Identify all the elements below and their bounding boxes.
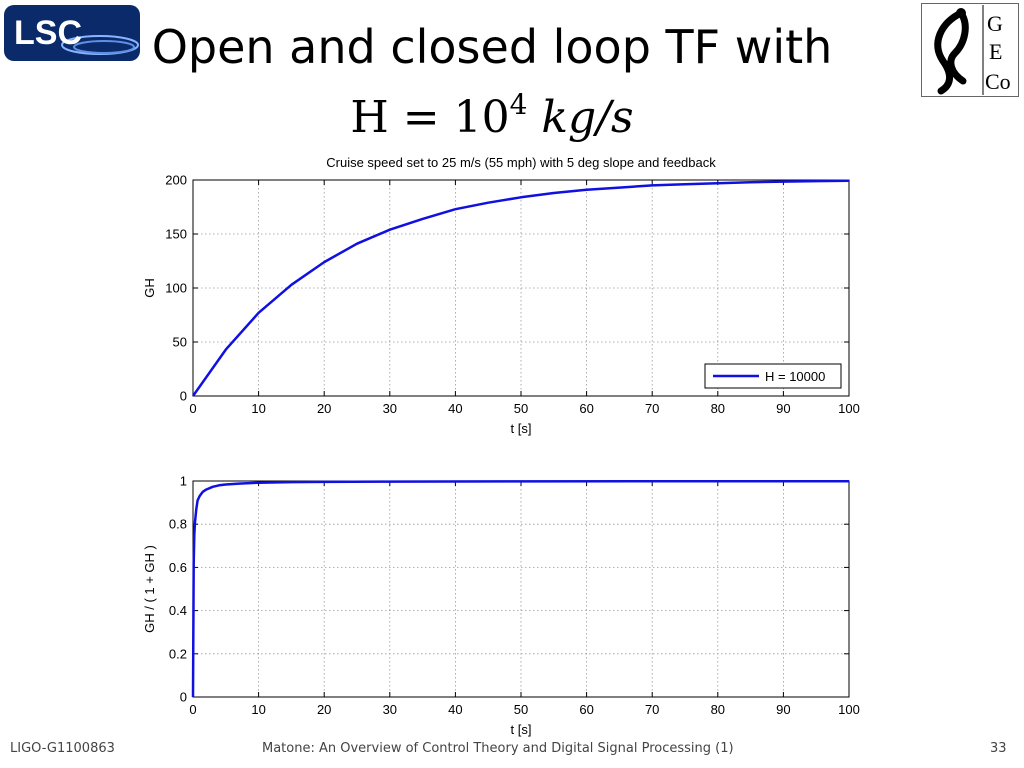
slide-title-math: H = 104 kg/s xyxy=(0,88,1004,143)
chart-2-x-axis-label: t [s] xyxy=(511,722,532,737)
chart-2-x-tick-label: 50 xyxy=(514,702,528,717)
chart-2-y-tick-label: 0.4 xyxy=(169,603,187,618)
chart-2-series-line xyxy=(191,479,849,698)
footer-page-number: 33 xyxy=(990,741,1007,756)
chart-2-x-tick-label: 80 xyxy=(711,702,725,717)
footer-title: Matone: An Overview of Control Theory an… xyxy=(262,741,734,756)
chart-1-x-tick-label: 60 xyxy=(579,401,593,416)
footer-doc-id: LIGO-G1100863 xyxy=(10,741,115,756)
chart-2-x-tick-label: 40 xyxy=(448,702,462,717)
chart-1-axes-frame xyxy=(192,179,850,397)
chart-1-y-tick-label: 0 xyxy=(180,389,187,404)
chart-1-x-tick-label: 20 xyxy=(317,401,331,416)
charts-canvas: 0 10 20 30 40 50 60 70 80 90 100050100150200Cruise… xyxy=(142,155,860,737)
chart-2-y-tick-label: 0 xyxy=(180,690,187,705)
chart-2-y-tick-label: 0.2 xyxy=(169,646,187,661)
lsc-logo: LSC xyxy=(4,5,140,61)
svg-text:LSC: LSC xyxy=(14,14,82,52)
chart-2-x-tick-label: 0 xyxy=(189,702,196,717)
chart-1-x-tick-label: 40 xyxy=(448,401,462,416)
chart-2-y-tick-label: 1 xyxy=(180,474,187,489)
chart-1-x-tick-label: 10 xyxy=(251,401,265,416)
chart-1-x-tick-label: 30 xyxy=(383,401,397,416)
chart-2-y-axis-label: GH / ( 1 + GH ) xyxy=(142,545,157,633)
chart-1-y-tick-label: 150 xyxy=(165,227,187,242)
chart-1-x-axis-label: t [s] xyxy=(511,421,532,436)
chart-1-y-axis-label: GH xyxy=(142,278,157,298)
chart-2-x-tick-label: 70 xyxy=(645,702,659,717)
geco-logo: G E Co xyxy=(921,3,1019,97)
chart-2-x-tick-label: 90 xyxy=(776,702,790,717)
chart-2-x-tick-label: 100 xyxy=(838,702,860,717)
svg-text:E: E xyxy=(989,39,1002,64)
title-math-exponent: 4 xyxy=(509,88,528,121)
chart-1-x-tick-label: 50 xyxy=(514,401,528,416)
chart-2-x-tick-label: 10 xyxy=(251,702,265,717)
chart-2-x-tick-label: 20 xyxy=(317,702,331,717)
svg-text:Co: Co xyxy=(985,69,1011,94)
chart-2-x-tick-label: 30 xyxy=(383,702,397,717)
chart-1-y-tick-label: 100 xyxy=(165,281,187,296)
chart-2-y-tick-label: 0.8 xyxy=(169,517,187,532)
chart-1-x-tick-label: 0 xyxy=(189,401,196,416)
chart-1-x-tick-label: 70 xyxy=(645,401,659,416)
chart-1-y-tick-label: 200 xyxy=(165,173,187,188)
chart-1-title: Cruise speed set to 25 m/s (55 mph) with… xyxy=(326,155,716,170)
title-math-lhs: H = 10 xyxy=(350,92,510,143)
svg-text:G: G xyxy=(987,11,1003,36)
chart-1-x-tick-label: 100 xyxy=(838,401,860,416)
title-math-rhs: kg/s xyxy=(527,92,634,143)
chart-1-x-tick-label: 80 xyxy=(711,401,725,416)
chart-1-y-tick-label: 50 xyxy=(173,335,187,350)
slide-title: Open and closed loop TF with xyxy=(151,20,833,74)
chart-1-x-tick-label: 90 xyxy=(776,401,790,416)
chart-2-y-tick-label: 0.6 xyxy=(169,560,187,575)
chart-1-legend-label: H = 10000 xyxy=(765,369,825,384)
chart-2-x-tick-label: 60 xyxy=(579,702,593,717)
chart-1-series-line xyxy=(191,179,850,397)
